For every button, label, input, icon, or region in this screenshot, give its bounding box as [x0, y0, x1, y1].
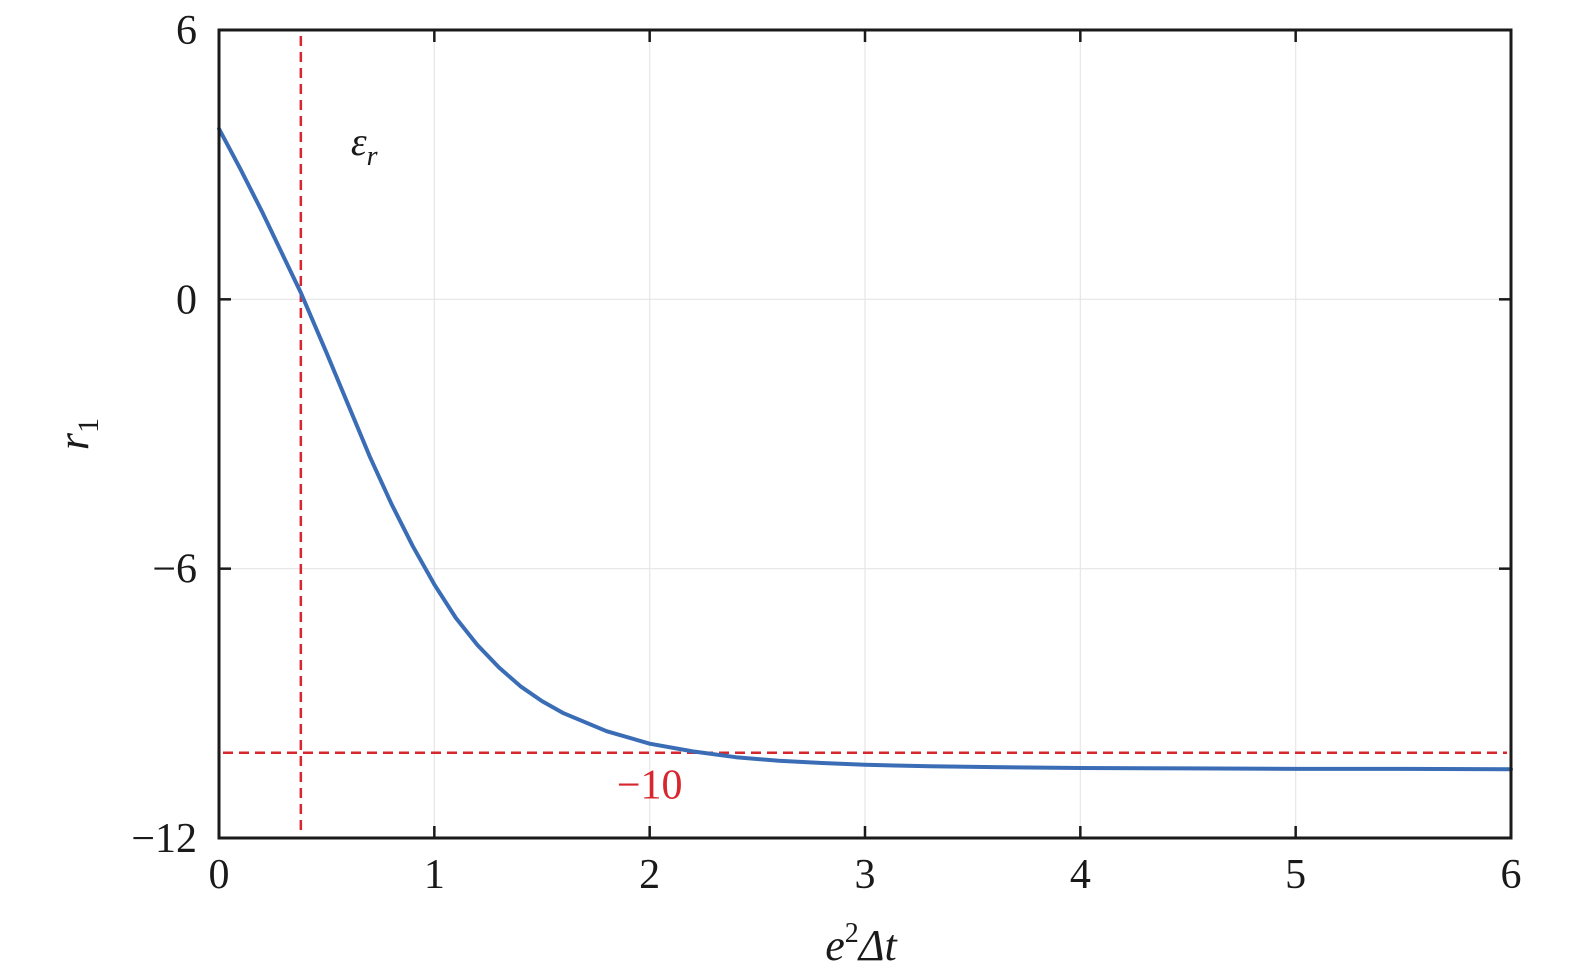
reference-lines: [223, 36, 1507, 834]
x-tick-label: 2: [639, 852, 660, 898]
minus-ten-annotation: −10: [617, 763, 683, 809]
epsilon-symbol: ε: [351, 119, 367, 164]
epsilon-r-annotation: εr: [351, 119, 378, 172]
series-layer: [217, 126, 1513, 772]
x-tick-label: 3: [855, 852, 876, 898]
epsilon-subscript: r: [367, 141, 378, 172]
x-tick-label: 4: [1070, 852, 1091, 898]
grid-layer: [219, 30, 1511, 838]
x-tick-label: 6: [1501, 852, 1522, 898]
x-tick-label: 5: [1285, 852, 1306, 898]
y-axis-label: r1: [49, 418, 105, 450]
x-label-superscript: 2: [845, 918, 859, 949]
y-label-subscript: 1: [72, 418, 105, 433]
tick-layer: [217, 28, 1513, 840]
x-tick-label: 0: [209, 852, 230, 898]
y-tick-label: −12: [131, 816, 197, 862]
y-tick-label: 6: [176, 8, 197, 54]
y-label-base: r: [49, 432, 98, 450]
x-tick-label: 1: [424, 852, 445, 898]
x-label-base: e: [825, 921, 845, 970]
x-label-rest: Δt: [857, 921, 899, 970]
y-tick-label: −6: [152, 547, 197, 593]
r1-curve: [217, 126, 1513, 772]
x-axis-label: e2Δt: [825, 918, 898, 970]
y-tick-label: 0: [176, 277, 197, 323]
